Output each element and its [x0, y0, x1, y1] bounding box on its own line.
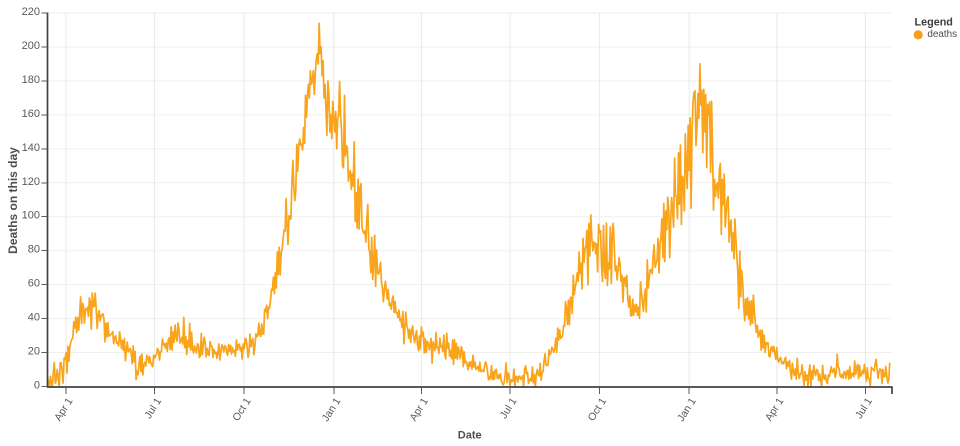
svg-text:deaths: deaths	[927, 29, 957, 40]
svg-text:20: 20	[28, 346, 40, 358]
svg-text:220: 220	[22, 6, 40, 18]
svg-text:60: 60	[28, 278, 40, 290]
svg-text:120: 120	[22, 176, 40, 188]
svg-text:100: 100	[22, 210, 40, 222]
svg-text:180: 180	[22, 74, 40, 86]
svg-text:160: 160	[22, 108, 40, 120]
svg-text:40: 40	[28, 312, 40, 324]
svg-text:200: 200	[22, 40, 40, 52]
svg-text:0: 0	[34, 380, 40, 392]
svg-text:Date: Date	[458, 429, 482, 441]
svg-text:Legend: Legend	[915, 16, 953, 28]
svg-text:Deaths on this day: Deaths on this day	[6, 147, 20, 254]
svg-text:80: 80	[28, 244, 40, 256]
svg-text:140: 140	[22, 142, 40, 154]
